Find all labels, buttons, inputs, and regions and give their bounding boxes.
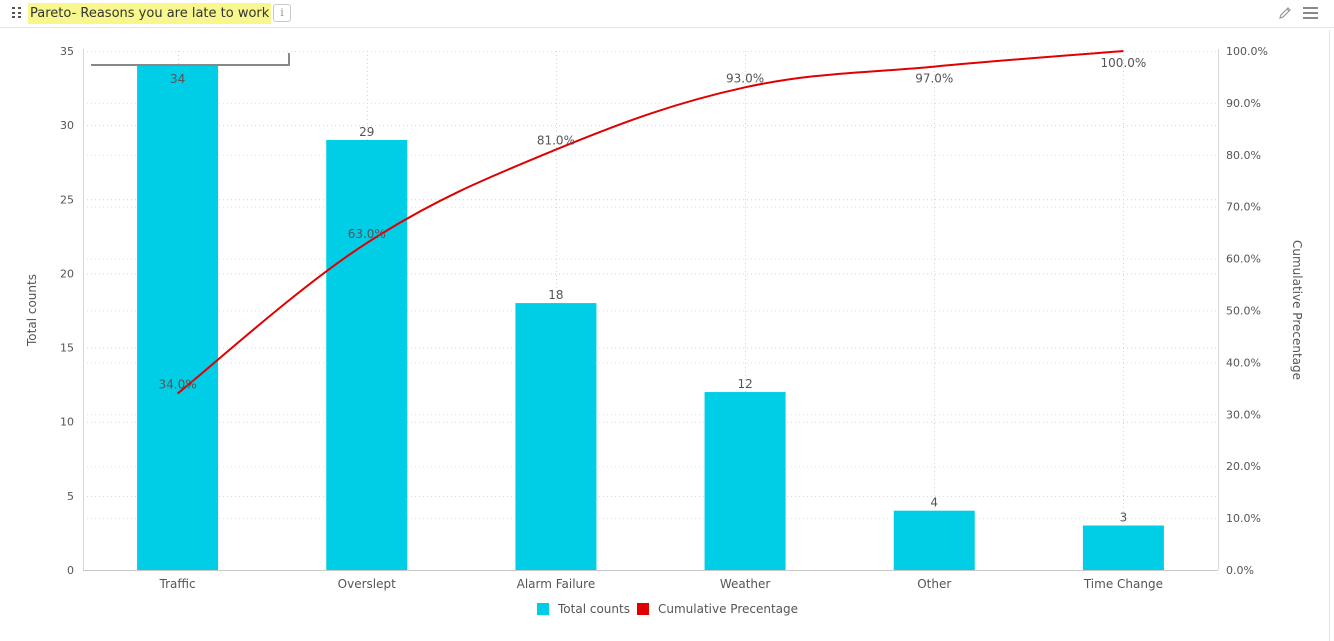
bar bbox=[704, 392, 786, 570]
hamburger-menu-icon[interactable] bbox=[1303, 6, 1318, 20]
bar-data-label: 18 bbox=[548, 288, 563, 302]
legend-swatch bbox=[537, 603, 549, 615]
x-tick-label: Other bbox=[917, 577, 951, 591]
line-data-label: 97.0% bbox=[915, 72, 953, 86]
y2-axis-title: Cumulative Precentage bbox=[1290, 240, 1304, 380]
y2-tick-label: 60.0% bbox=[1226, 253, 1261, 266]
y2-tick-label: 70.0% bbox=[1226, 201, 1261, 214]
y-tick-label: 0 bbox=[67, 564, 74, 577]
bar-data-label: 4 bbox=[930, 496, 938, 510]
y-axis-title: Total counts bbox=[25, 274, 39, 347]
grid-lines bbox=[83, 51, 1218, 570]
bars bbox=[137, 65, 1164, 570]
y2-tick-label: 40.0% bbox=[1226, 356, 1261, 369]
y2-tick-label: 50.0% bbox=[1226, 305, 1261, 318]
y-tick-label: 35 bbox=[60, 45, 74, 58]
x-tick-label: Weather bbox=[720, 577, 771, 591]
line-data-label: 93.0% bbox=[726, 71, 764, 85]
y-tick-label: 10 bbox=[60, 416, 74, 429]
bar bbox=[515, 303, 597, 570]
y2-tick-label: 30.0% bbox=[1226, 408, 1261, 421]
legend: Total counts Cumulative Precentage bbox=[537, 602, 798, 616]
bar-data-label: 29 bbox=[359, 125, 374, 139]
y2-tick-label: 0.0% bbox=[1226, 564, 1254, 577]
axes: 0 5 10 15 20 25 30 35 0.0% 10.0% 20.0% 30.0% 40.0% 50… bbox=[25, 45, 1304, 591]
bar-data-label: 34 bbox=[170, 72, 185, 86]
widget-header: Pareto- Reasons you are late to work i bbox=[0, 0, 1334, 28]
x-tick-label: Time Change bbox=[1083, 577, 1163, 591]
legend-label: Cumulative Precentage bbox=[658, 602, 798, 616]
line-data-label: 81.0% bbox=[537, 134, 575, 148]
cumulative-line bbox=[176, 50, 1124, 395]
y2-tick-label: 20.0% bbox=[1226, 460, 1261, 473]
bar-data-label: 3 bbox=[1120, 511, 1128, 525]
legend-label: Total counts bbox=[557, 602, 630, 616]
line-data-label: 63.0% bbox=[348, 227, 386, 241]
pencil-icon[interactable] bbox=[1277, 5, 1293, 21]
legend-swatch bbox=[637, 603, 649, 615]
data-labels: 34 29 18 12 4 3 34.0% 63.0% 81.0% 93.0% 97.0% 100.0… bbox=[159, 56, 1147, 525]
x-tick-label: Overslept bbox=[338, 577, 396, 591]
y2-tick-label: 10.0% bbox=[1226, 512, 1261, 525]
line-data-label: 34.0% bbox=[159, 378, 197, 392]
y2-tick-label: 80.0% bbox=[1226, 149, 1261, 162]
bar bbox=[1082, 525, 1164, 570]
info-icon[interactable]: i bbox=[273, 4, 291, 22]
tooltip bbox=[91, 53, 290, 66]
y-tick-label: 30 bbox=[60, 119, 74, 132]
y2-tick-label: 90.0% bbox=[1226, 97, 1261, 110]
y2-tick-label: 100.0% bbox=[1226, 45, 1268, 58]
bar bbox=[893, 510, 975, 570]
y-tick-label: 15 bbox=[60, 342, 74, 355]
line-data-label: 100.0% bbox=[1101, 56, 1147, 70]
x-tick-label: Traffic bbox=[159, 577, 196, 591]
y-tick-label: 25 bbox=[60, 193, 74, 206]
cumulative-line-path bbox=[176, 50, 1124, 395]
bar bbox=[326, 139, 408, 570]
tooltip-box-edge bbox=[91, 53, 290, 66]
drag-handle-icon[interactable] bbox=[12, 7, 21, 19]
y-tick-label: 5 bbox=[67, 490, 74, 503]
bar-data-label: 12 bbox=[737, 377, 752, 391]
y-tick-label: 20 bbox=[60, 267, 74, 280]
x-tick-label: Alarm Failure bbox=[517, 577, 596, 591]
bar bbox=[137, 65, 219, 570]
widget-border bbox=[1329, 30, 1330, 641]
widget-title: Pareto- Reasons you are late to work bbox=[28, 3, 272, 24]
